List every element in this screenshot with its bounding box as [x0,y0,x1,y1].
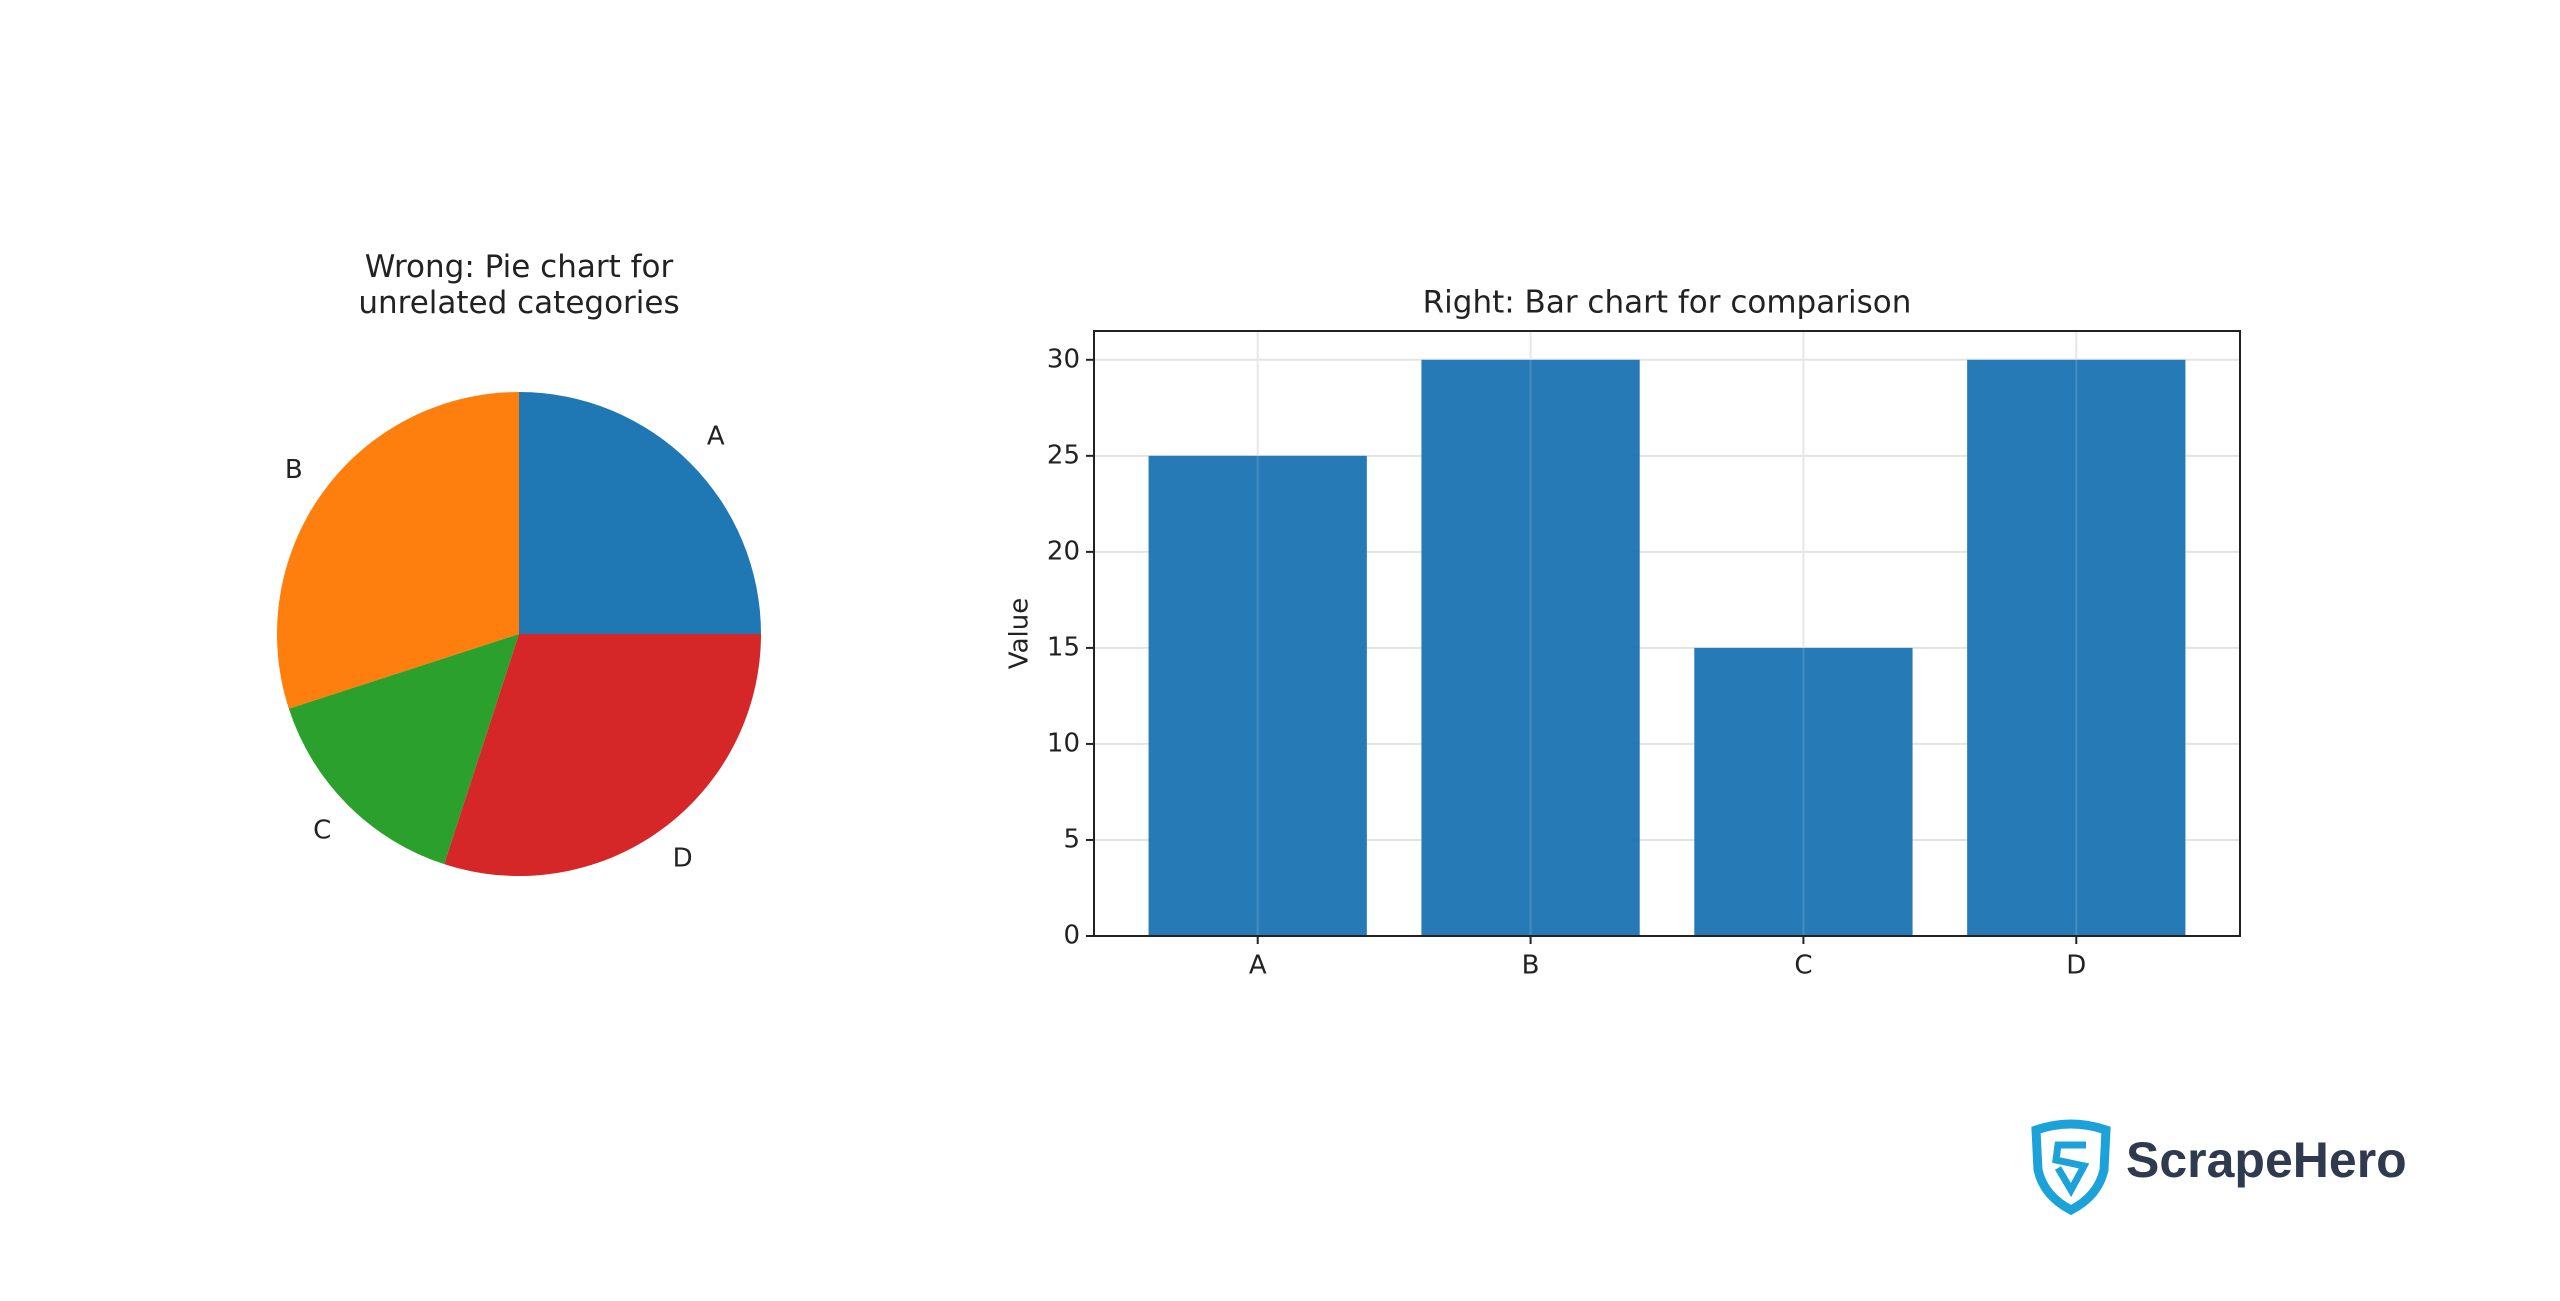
pie-slice [519,392,761,634]
pie-slice [276,392,519,709]
y-tick-label: 20 [1047,536,1080,566]
x-tick-label: D [2066,951,2086,981]
slice-label: B [285,455,303,485]
title-line: unrelated categories [358,285,679,321]
pie-slice [444,634,761,876]
y-axis-label: Value [1005,598,1035,669]
bar [1421,359,1640,936]
title-line: Wrong: Pie chart for [365,249,674,285]
pie-slice [288,634,519,865]
x-tick-label: C [1794,951,1812,981]
y-tick-label: 30 [1047,344,1080,374]
bar [1694,647,1913,936]
shield-icon [2031,1119,2111,1216]
chart-title: Right: Bar chart for comparison [1423,285,1912,321]
slice-label: D [673,844,693,874]
shield-glyph [2052,1141,2090,1198]
brand-logo: ScrapeHero [2031,1119,2407,1216]
y-tick-label: 25 [1047,440,1080,470]
x-tick-label: A [1249,951,1267,981]
bar [1967,359,2186,936]
chart-title: Wrong: Pie chart for unrelated categories [358,249,679,321]
y-tick-label: 15 [1047,632,1080,662]
y-tick-label: 0 [1063,921,1080,951]
x-tick-label: B [1522,951,1540,981]
bar [1148,455,1367,936]
plot-frame [1093,330,2241,937]
slice-label: C [313,815,331,845]
brand-name: ScrapeHero [2126,1132,2407,1188]
slice-label: A [707,422,725,452]
y-tick-label: 10 [1047,728,1080,758]
y-tick-label: 5 [1063,824,1080,854]
